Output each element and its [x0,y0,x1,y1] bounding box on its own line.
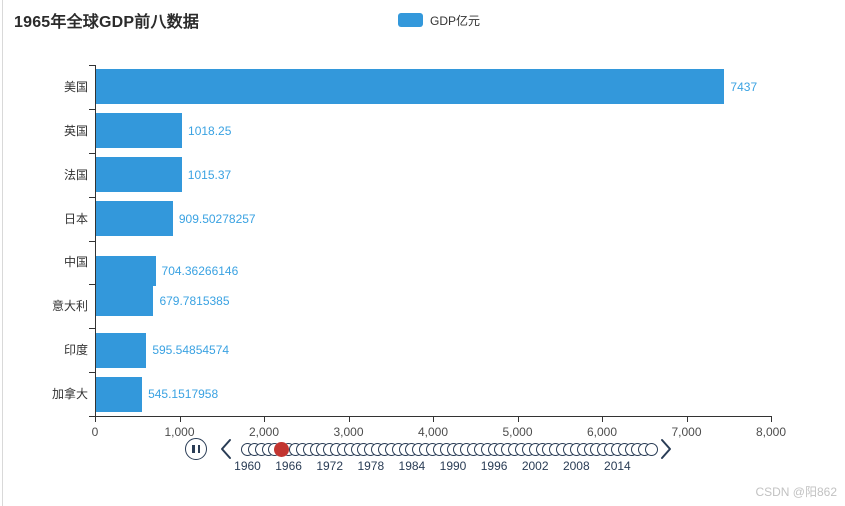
x-axis-tick [517,416,519,422]
timeline-year-label-1984: 1984 [398,459,426,473]
value-label-法国: 1015.37 [187,167,232,182]
x-axis-tick-label: 4,000 [417,425,449,439]
bar-日本[interactable] [96,201,173,237]
value-label-英国: 1018.25 [188,123,232,138]
y-axis-tick [89,284,95,286]
bar-法国[interactable] [96,157,182,193]
timeline-year-label-2008: 2008 [562,459,590,473]
chevron-right-icon [661,439,671,459]
x-axis-tick-label: 5,000 [502,425,533,439]
x-axis-tick [179,416,181,422]
y-axis-line [95,65,96,416]
y-axis-tick [89,240,95,242]
timeline-year-label-1996: 1996 [480,459,508,473]
y-axis-tick [89,108,95,110]
legend-swatch [398,13,423,27]
category-label-英国: 英国 [63,123,88,138]
value-label-意大利: 679.7815385 [159,294,230,308]
value-label-美国: 7437 [730,79,758,94]
chevron-left-icon [221,439,231,459]
y-axis-tick [89,416,95,417]
x-axis-tick [602,416,603,422]
timeline-year-label-1990: 1990 [439,459,467,473]
category-label-意大利: 意大利 [51,299,88,314]
x-axis-tick [433,416,434,422]
x-axis-tick-label: 0 [91,425,99,439]
timeline-year-label-1966: 1966 [275,459,302,473]
timeline-pause-button[interactable] [185,438,207,460]
bar-中国[interactable] [96,256,156,286]
timeline-prev-button[interactable] [218,438,234,460]
category-label-日本: 日本 [63,211,88,226]
bar-英国[interactable] [96,113,183,149]
x-axis-tick-label: 7,000 [671,425,702,439]
timeline-checkpoint-1965[interactable] [274,441,290,457]
pause-icon [197,445,200,453]
bar-加拿大[interactable] [96,376,143,412]
value-label-加拿大: 545.1517958 [148,387,219,402]
y-axis-tick [89,328,95,330]
y-axis-tick [89,196,95,198]
timeline-year-dot-2019[interactable] [645,442,659,456]
value-label-日本: 909.50278257 [178,211,256,226]
x-axis-tick-label: 2,000 [248,425,280,439]
category-label-加拿大: 加拿大 [51,387,88,402]
x-axis-tick-label: 3,000 [333,425,364,439]
legend-item-gdp[interactable]: GDP亿元 [398,12,480,28]
watermark: CSDN @阳862 [755,485,837,499]
y-axis-tick [89,65,95,66]
bar-美国[interactable] [96,69,725,105]
x-axis-tick-label: 6,000 [586,425,618,439]
timeline-year-label-1972: 1972 [316,459,344,473]
category-label-印度: 印度 [63,343,88,358]
x-axis-tick-label: 8,000 [755,425,787,439]
pause-icon [192,445,195,453]
category-label-法国: 法国 [63,167,88,182]
y-axis-tick [89,152,95,154]
bar-意大利[interactable] [96,286,154,316]
timeline-year-label-1978: 1978 [357,459,385,473]
x-axis-tick-label: 1,000 [164,425,195,439]
chart-title: 1965年全球GDP前八数据 [14,14,200,31]
x-axis-tick [771,416,772,422]
category-label-美国: 美国 [63,79,88,94]
x-axis-tick [95,416,96,422]
value-label-中国: 704.36266146 [161,264,239,278]
category-label-中国: 中国 [63,255,88,270]
y-axis-tick [89,372,95,374]
x-axis-tick [348,416,350,422]
x-axis-tick [264,416,265,422]
bar-印度[interactable] [96,332,147,368]
value-label-印度: 595.54854574 [152,343,230,358]
legend-label: GDP亿元 [430,13,481,28]
timeline-year-label-2014: 2014 [604,459,631,473]
timeline-year-label-1960: 1960 [234,459,261,473]
page-left-border [2,0,3,506]
timeline-year-label-2002: 2002 [521,459,549,473]
timeline-next-button[interactable] [658,438,674,460]
x-axis-tick [686,416,688,422]
